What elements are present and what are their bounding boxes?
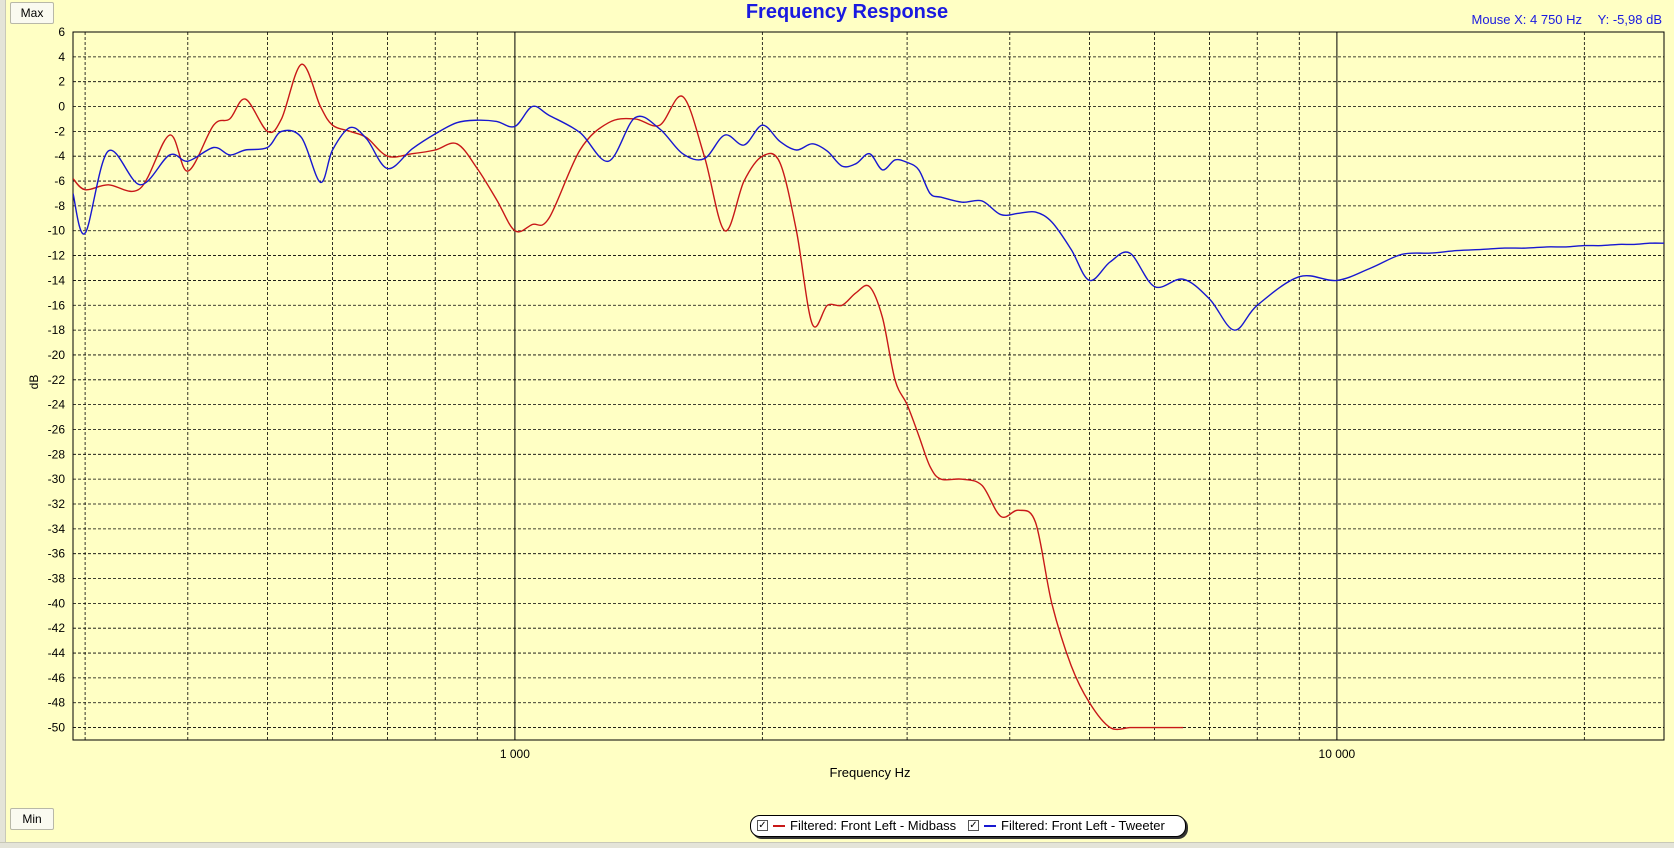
min-button[interactable]: Min	[10, 808, 54, 830]
axis-layer: 6 4 2 0 -2 -4 -6 -8 -10 -12 -14 -16 -18 -20 -22 -24 -26 -…	[48, 25, 1665, 761]
y-tick-label: -2	[54, 124, 65, 138]
y-tick-label: -34	[48, 522, 66, 536]
y-tick-label: -42	[48, 621, 66, 635]
grid-layer	[73, 31, 1664, 740]
legend-swatch-tweeter	[984, 825, 996, 827]
y-tick-label: 2	[58, 75, 65, 89]
y-tick-label: -28	[48, 447, 66, 461]
y-axis-label: dB	[27, 375, 41, 390]
legend-swatch-midbass	[773, 825, 785, 827]
y-tick-label: -32	[48, 497, 66, 511]
y-tick-label: -18	[48, 323, 66, 337]
legend: ✓ Filtered: Front Left - Midbass ✓ Filte…	[750, 815, 1186, 837]
y-tick-label: -48	[48, 696, 66, 710]
x-tick-label: 1 000	[500, 747, 530, 761]
y-tick-label: -44	[48, 646, 66, 660]
x-axis-label: Frequency Hz	[830, 765, 911, 780]
y-tick-label: -4	[54, 149, 65, 163]
y-tick-label: -14	[48, 273, 66, 287]
y-tick-label: -30	[48, 472, 66, 486]
chart-title: Frequency Response	[745, 1, 949, 23]
legend-checkbox-tweeter[interactable]: ✓	[968, 820, 979, 831]
y-tick-label: -36	[48, 547, 66, 561]
y-tick-label: 4	[58, 50, 65, 64]
mouse-readout: Mouse X: 4 750 Hz Y: -5,98 dB	[1471, 12, 1662, 28]
mouse-y-readout: Y: -5,98 dB	[1597, 12, 1662, 27]
legend-checkbox-midbass[interactable]: ✓	[757, 820, 768, 831]
plot-frame	[72, 31, 1665, 741]
y-tick-label: -16	[48, 298, 66, 312]
x-tick-label: 10 000	[1319, 747, 1356, 761]
y-tick-label: -8	[54, 199, 65, 213]
y-tick-label: -10	[48, 224, 66, 238]
y-tick-label: -40	[48, 596, 66, 610]
series-line-tweeter	[73, 105, 1664, 331]
y-tick-label: -20	[48, 348, 66, 362]
window-frame-left	[0, 0, 6, 847]
series-layer	[73, 63, 1664, 731]
y-tick-label: -22	[48, 373, 66, 387]
y-tick-label: -12	[48, 249, 66, 263]
y-tick-label: -6	[54, 174, 65, 188]
y-tick-label: 6	[58, 25, 65, 39]
y-tick-label: -26	[48, 422, 66, 436]
y-tick-label: -46	[48, 671, 66, 685]
y-tick-label: -24	[48, 398, 66, 412]
legend-label-midbass: Filtered: Front Left - Midbass	[790, 818, 957, 833]
legend-label-tweeter: Filtered: Front Left - Tweeter	[1001, 818, 1165, 833]
max-button[interactable]: Max	[10, 2, 54, 24]
series-line-midbass	[73, 63, 1184, 731]
y-tick-label: 0	[58, 100, 65, 114]
y-tick-label: -50	[48, 721, 66, 735]
mouse-x-readout: Mouse X: 4 750 Hz	[1471, 12, 1583, 27]
y-tick-label: -38	[48, 572, 66, 586]
window-frame-bottom	[0, 842, 1674, 848]
